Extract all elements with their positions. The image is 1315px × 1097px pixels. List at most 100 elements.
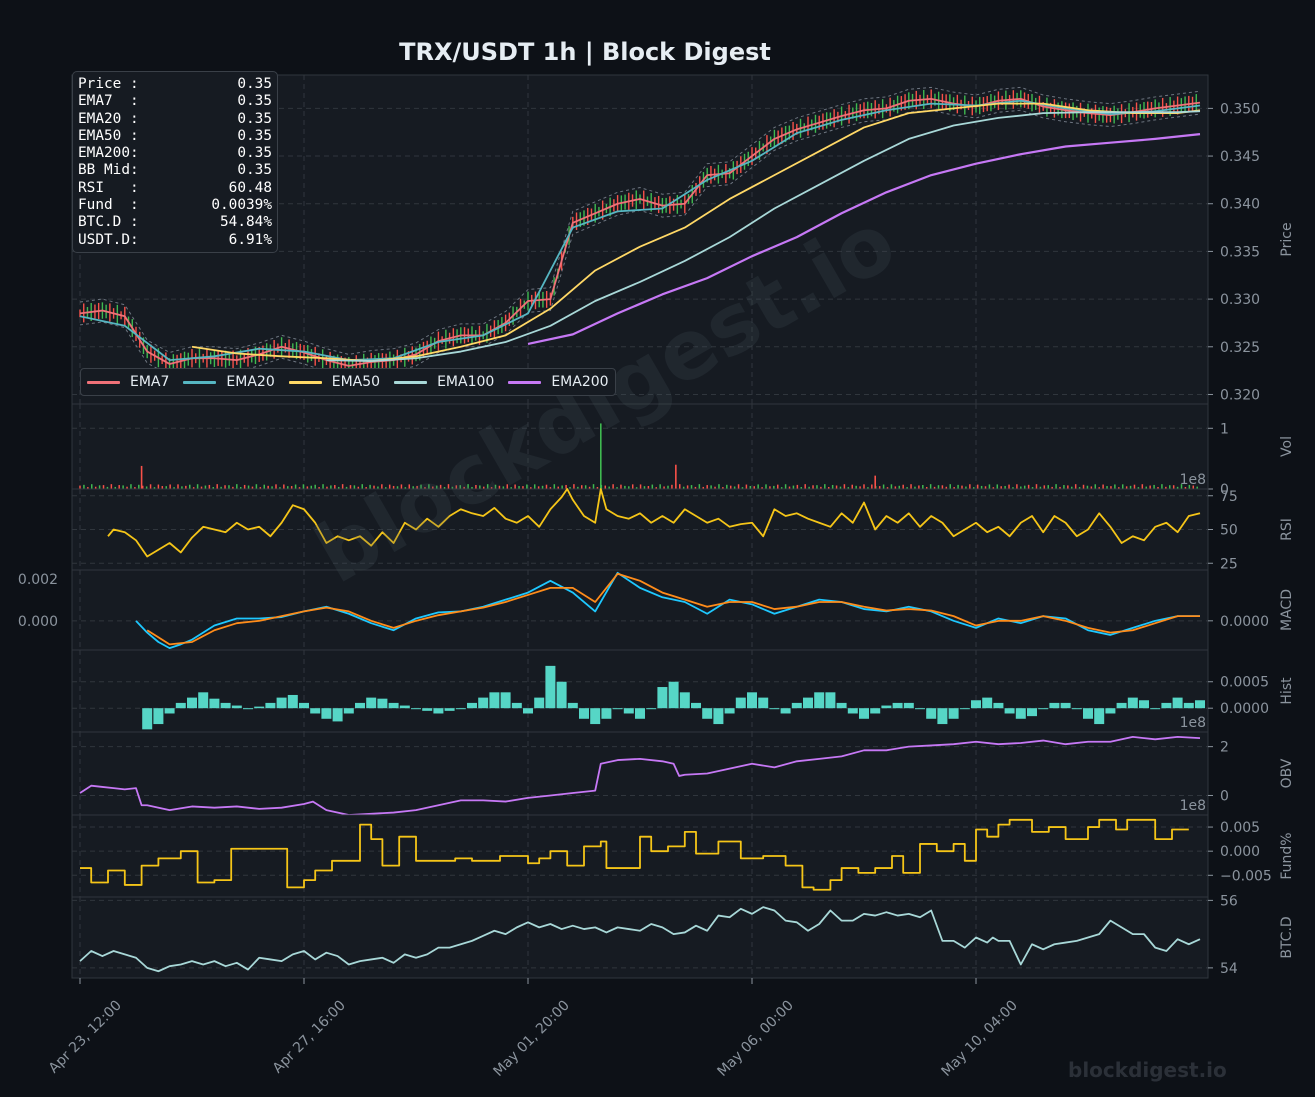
btcd-tick-label: 54 — [1220, 961, 1238, 977]
info-value: 0.35 — [237, 162, 272, 179]
panel-obv: 0 2 OBV 1e8 — [71, 731, 1295, 816]
hist-bar — [915, 708, 925, 710]
hist-frame — [71, 649, 1209, 733]
hist-bar — [534, 697, 545, 709]
legend-swatch — [508, 380, 542, 384]
x-tick-label: May 01, 20:00 — [490, 998, 572, 1080]
panel-fund: −0.005 0.000 0.005 Fund% — [71, 814, 1295, 898]
fund-tick-label: −0.005 — [1220, 868, 1272, 884]
hist-tick-label: 0.0005 — [1220, 675, 1269, 691]
price-tick-label: 0.330 — [1220, 292, 1260, 308]
hist-bar — [579, 708, 589, 719]
hist-bar — [153, 708, 164, 725]
hist-bar — [1060, 702, 1071, 709]
hist-bar — [971, 700, 981, 709]
hist-bar — [982, 697, 993, 709]
panel-rsi: 25 50 75 RSI — [71, 488, 1295, 572]
volume-frame — [71, 403, 1209, 490]
info-row: EMA20 : 0.35 — [78, 111, 272, 128]
rsi-tick-label: 50 — [1220, 523, 1238, 539]
info-row: EMA50 : 0.35 — [78, 128, 272, 145]
hist-bar — [567, 702, 578, 709]
legend-swatch — [288, 380, 322, 384]
x-tick-label: May 06, 00:00 — [714, 998, 796, 1080]
hist-bar — [635, 708, 645, 719]
hist-bar — [310, 708, 321, 714]
hist-bar — [780, 708, 791, 714]
rsi-tick-label: 75 — [1220, 489, 1238, 505]
legend-item: EMA200 — [508, 374, 609, 390]
hist-bar — [444, 708, 455, 711]
hist-bar — [724, 708, 735, 714]
hist-bar — [601, 708, 612, 719]
hist-ylabel: Hist — [1279, 677, 1295, 705]
hist-bar — [1015, 708, 1026, 719]
hist-bar — [747, 692, 757, 709]
hist-bar — [959, 708, 970, 710]
x-tick-label: Apr 23, 12:00 — [46, 998, 125, 1077]
hist-bar — [612, 708, 623, 710]
info-label: EMA200: — [78, 145, 139, 162]
hist-bar — [657, 687, 668, 709]
fund-ylabel: Fund% — [1279, 832, 1295, 879]
x-tick-label: May 10, 04:00 — [938, 998, 1020, 1080]
hist-bar — [343, 708, 354, 714]
legend-label: EMA7 — [130, 374, 170, 390]
fund-tick-label: 0.000 — [1220, 844, 1260, 860]
series-ema100 — [326, 110, 1201, 362]
volume-ylabel: Vol — [1279, 436, 1295, 457]
legend-swatch — [87, 380, 120, 384]
legend-label: EMA20 — [226, 374, 275, 390]
hist-bar — [1083, 708, 1093, 719]
hist-bar — [1116, 702, 1127, 709]
hist-bar — [814, 692, 825, 709]
macd-tick-label: 0.0000 — [1220, 614, 1269, 630]
obv-ylabel: OBV — [1279, 758, 1295, 788]
hist-bar — [489, 692, 500, 709]
corner-watermark: blockdigest.io — [1068, 1058, 1227, 1082]
macd-left-tick-label: 0.002 — [18, 572, 58, 588]
series-obv — [79, 735, 1201, 816]
legend: EMA7 EMA20 EMA50 EMA100 EMA200 — [80, 368, 616, 396]
hist-scale-label: 1e8 — [1180, 715, 1206, 731]
volume-tick-label: 1 — [1220, 421, 1229, 437]
obv-tick-label: 0 — [1220, 788, 1229, 804]
price-tick-label: 0.325 — [1220, 340, 1260, 356]
hist-bar — [433, 708, 444, 714]
series-signal — [146, 572, 1200, 646]
btcd-tick-label: 56 — [1220, 893, 1238, 909]
hist-bar — [859, 708, 869, 719]
hist-bar — [1195, 700, 1205, 709]
hist-bar — [254, 706, 265, 709]
price-tick-label: 0.345 — [1220, 149, 1260, 165]
panel-macd: 0.0000 0.000 0.002 MACD — [18, 569, 1295, 651]
hist-bar — [299, 702, 309, 709]
volume-scale-label: 1e8 — [1180, 472, 1206, 488]
info-label: BTC.D : — [78, 214, 139, 231]
rsi-ylabel: RSI — [1279, 518, 1295, 541]
legend-item: EMA100 — [394, 374, 494, 390]
info-value: 0.35 — [237, 76, 272, 92]
price-tick-label: 0.335 — [1220, 244, 1260, 260]
hist-bar — [646, 708, 657, 710]
info-value: 0.0039% — [211, 197, 272, 214]
hist-bar — [287, 694, 298, 709]
hist-bar — [478, 697, 489, 709]
price-tick-label: 0.350 — [1220, 101, 1260, 117]
macd-ylabel: MACD — [1279, 589, 1295, 631]
chart-title: TRX/USDT 1h | Block Digest — [399, 38, 771, 66]
obv-scale-label: 1e8 — [1180, 798, 1206, 814]
price-ylabel: Price — [1279, 222, 1295, 256]
hist-bar — [175, 702, 186, 709]
series-fund — [80, 818, 1189, 891]
info-label: Fund : — [78, 197, 139, 214]
hist-bar — [1161, 702, 1172, 709]
info-row: EMA7 : 0.35 — [78, 93, 272, 110]
info-row: RSI : 60.48 — [78, 180, 272, 197]
hist-bar — [623, 708, 634, 714]
hist-bar — [1071, 708, 1082, 710]
hist-bar — [523, 708, 533, 714]
legend-item: EMA7 — [87, 374, 169, 390]
macd-left-tick-label: 0.000 — [18, 614, 58, 630]
info-label: EMA20 : — [78, 110, 139, 127]
